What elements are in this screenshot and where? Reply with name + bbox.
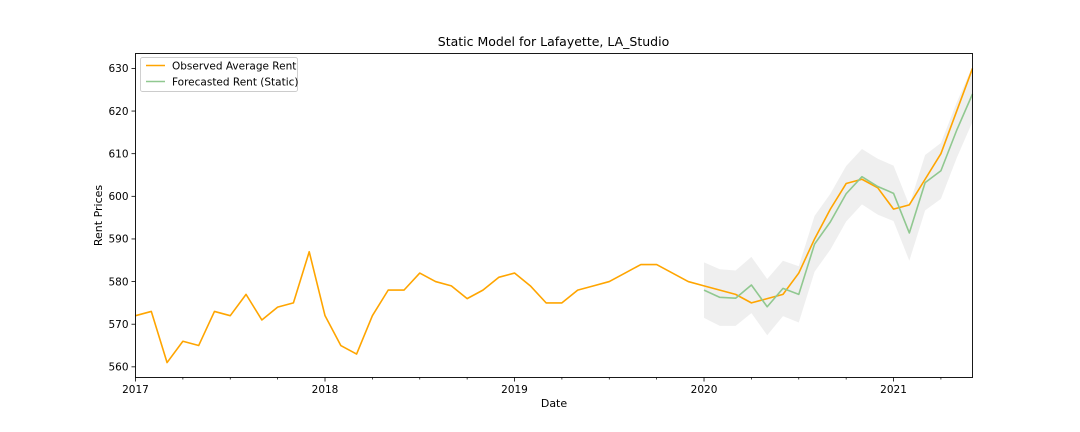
x-tick-label: 2021: [880, 384, 907, 396]
y-tick-label: 570: [108, 319, 128, 331]
y-tick-label: 580: [108, 276, 128, 288]
plot-area: [135, 66, 974, 364]
plot-frame: [135, 53, 973, 378]
y-tick-label: 560: [108, 362, 128, 374]
y-tick-label: 610: [108, 148, 128, 160]
x-tick-label: 2020: [691, 384, 718, 396]
chart-title: Static Model for Lafayette, LA_Studio: [438, 34, 669, 49]
x-axis-label: Date: [541, 397, 568, 410]
x-tick-label: 2019: [501, 384, 528, 396]
y-tick-label: 590: [108, 234, 128, 246]
forecast-confidence-band: [704, 66, 973, 336]
y-axis-label: Rent Prices: [92, 185, 105, 247]
y-tick-label: 620: [108, 106, 128, 118]
series-line-observed: [135, 68, 974, 364]
y-tick-label: 630: [108, 63, 128, 75]
legend-label-forecast: Forecasted Rent (Static): [172, 77, 299, 89]
series-line-forecast: [703, 93, 974, 308]
legend-label-observed: Observed Average Rent: [172, 61, 296, 73]
y-axis: 560 570 580 590 600 610 620 630: [108, 63, 136, 374]
legend: Observed Average Rent Forecasted Rent (S…: [140, 57, 299, 92]
y-tick-label: 600: [108, 191, 128, 203]
x-tick-label: 2018: [312, 384, 339, 396]
x-tick-label: 2017: [122, 384, 149, 396]
legend-box: [140, 57, 298, 92]
